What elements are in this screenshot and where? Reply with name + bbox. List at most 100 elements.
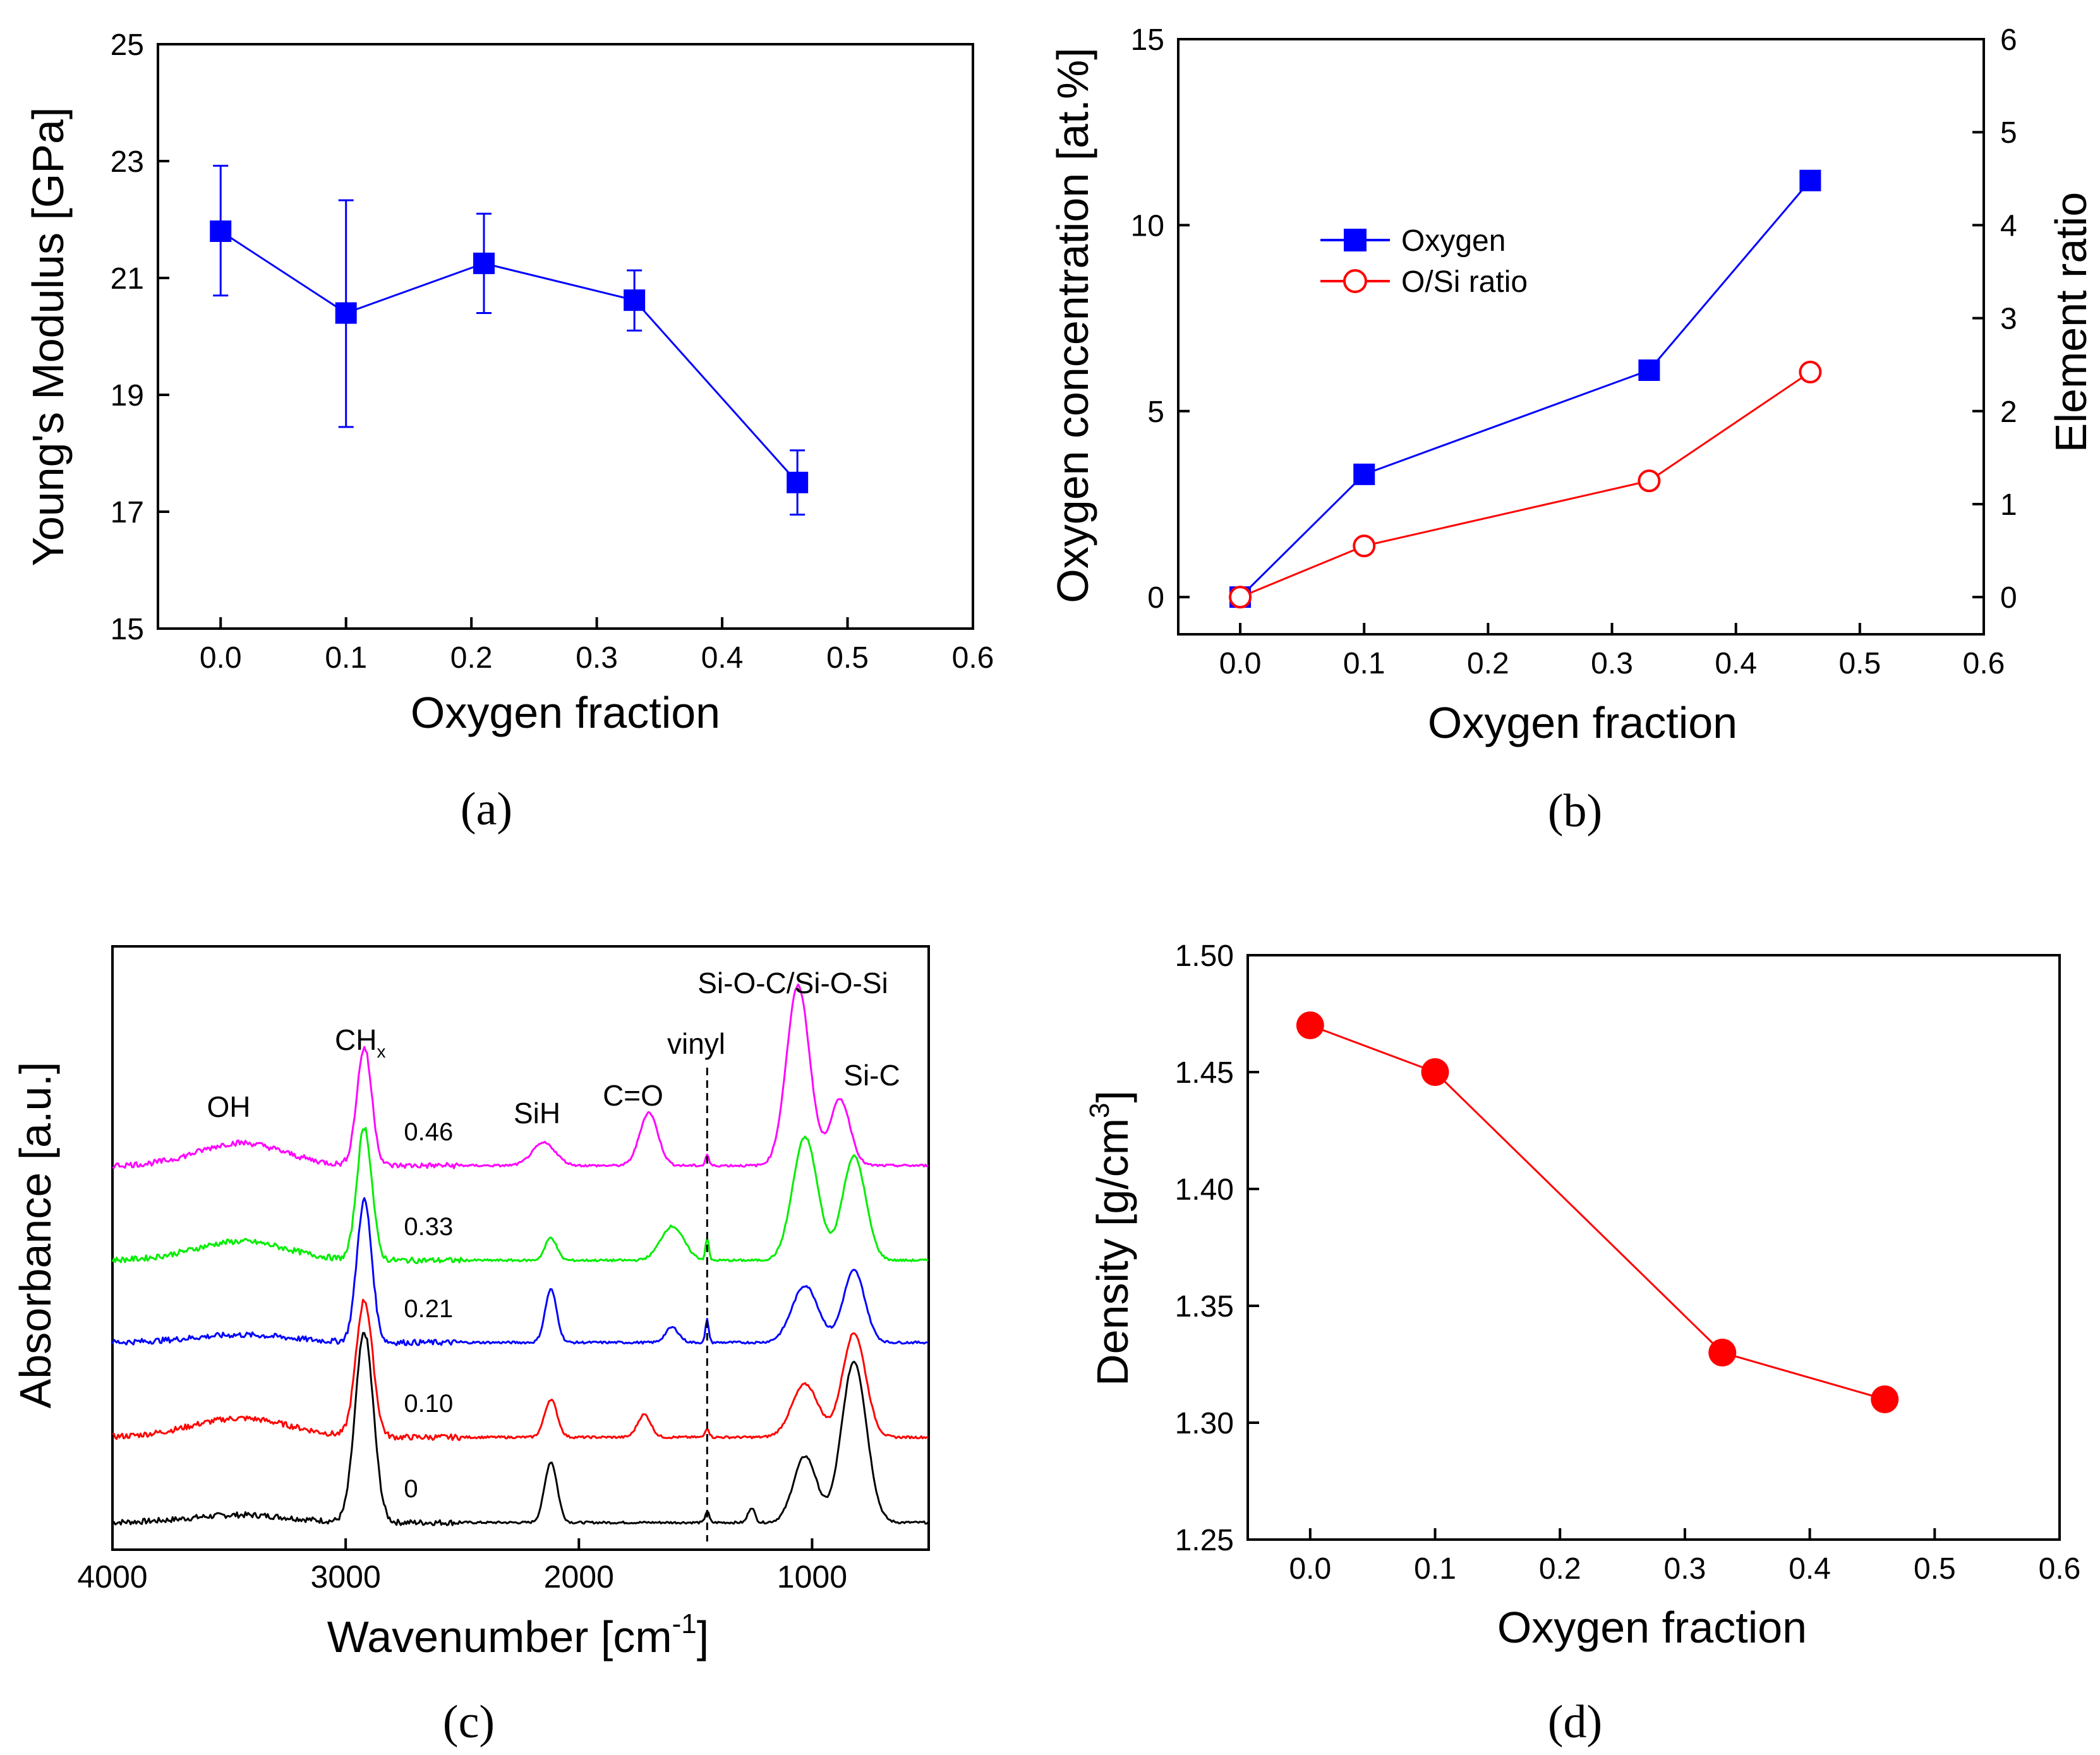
panel-b-ylabel: Oxygen concentration [at.%]	[1048, 47, 1097, 603]
density-point	[1708, 1339, 1737, 1366]
panel-a-xtick-label: 0.4	[701, 641, 744, 675]
panel-d-xtick-label: 0.3	[1664, 1552, 1706, 1586]
panel-d-xtick-label: 0.5	[1914, 1552, 1956, 1586]
panel-c-annotations: OH CHx SiH C=O vinyl Si-O-C/Si-O-Si Si-C	[207, 967, 900, 1130]
panel-a-frame	[157, 43, 974, 630]
panel-c-xlabel: Wavenumber [cm-1]	[327, 1608, 709, 1662]
panel-b-y2-ytick-label: 1	[2000, 488, 2017, 522]
panel-c: 4000 3000 2000 1000 0 0.10 0.21 0.33 0.46 OH CH…	[11, 945, 930, 1748]
panel-d-x-ticks: 0.0 0.1 0.2 0.3 0.4 0.5 0.6	[1289, 1528, 2080, 1586]
panel-b-y2-ytick-label: 4	[2000, 209, 2017, 243]
osi-point	[1799, 360, 1822, 383]
panel-b-xtick-label: 0.0	[1219, 647, 1262, 680]
panel-b-ytick-label: 15	[1131, 23, 1164, 57]
panel-b-legend: Oxygen O/Si ratio	[1320, 224, 1528, 299]
panel-c-spectra: 0 0.10 0.21 0.33 0.46	[111, 983, 929, 1541]
panel-a-ytick-label: 25	[111, 28, 144, 62]
panel-d-xtick-label: 0.2	[1539, 1552, 1581, 1586]
modulus-point	[335, 302, 357, 324]
panel-d-xtick-label: 0.6	[2039, 1552, 2081, 1586]
panel-b-ytick-label: 5	[1147, 395, 1164, 429]
legend-oxygen-label: Oxygen	[1401, 224, 1506, 258]
panel-a-ytick-label: 21	[111, 262, 144, 296]
peak-label-chx: CHx	[335, 1023, 385, 1061]
panel-b-y2-ticks: 0 1 2 3 4 5 6	[1972, 23, 2017, 615]
panel-d-series	[1296, 1011, 1899, 1413]
panel-b-series	[1229, 169, 1822, 609]
panel-d-ylabel: Density [g/cm3]	[1084, 1090, 1137, 1386]
panel-d-ytick-label: 1.45	[1175, 1056, 1234, 1090]
panel-a-xtick-label: 0.1	[325, 641, 367, 675]
panel-d-y-ticks: 1.25 1.30 1.35 1.40 1.45 1.50	[1175, 939, 1259, 1557]
panel-a-xtick-label: 0.5	[826, 641, 869, 675]
panel-b-xtick-label: 0.2	[1467, 647, 1509, 680]
peak-label-sic: Si-C	[843, 1059, 900, 1092]
panel-b-y2-ytick-label: 6	[2000, 23, 2017, 57]
panel-c-ylabel: Absorbance [a.u.]	[11, 1062, 60, 1409]
panel-c-xtick-label: 2000	[544, 1559, 614, 1595]
panel-b-y2-ytick-label: 0	[2000, 581, 2017, 615]
spectrum-label: 0.10	[404, 1390, 453, 1418]
osi-point	[1353, 534, 1376, 558]
panel-d-xtick-label: 0.0	[1289, 1552, 1331, 1586]
panel-a-ytick-label: 23	[111, 145, 144, 179]
panel-d-ytick-label: 1.35	[1175, 1290, 1234, 1324]
panel-a-ylabel: Young's Modulus [GPa]	[23, 107, 73, 567]
panel-a-ytick-label: 19	[111, 379, 144, 413]
peak-label-oh: OH	[207, 1090, 251, 1123]
panel-a-xtick-label: 0.3	[576, 641, 618, 675]
legend-osi-label: O/Si ratio	[1401, 265, 1528, 299]
panel-b-ytick-label: 0	[1147, 581, 1164, 615]
panel-c-caption: (c)	[443, 1696, 495, 1748]
legend-osi-marker	[1343, 269, 1367, 293]
spectrum-0.33	[111, 1126, 929, 1264]
panel-a-ytick-label: 15	[111, 613, 144, 646]
peak-label-co: C=O	[603, 1079, 663, 1112]
density-point	[1296, 1011, 1324, 1039]
modulus-line	[220, 230, 799, 483]
panel-a: 0.0 0.1 0.2 0.3 0.4 0.5 0.6 15 17 19 21 23 25 Oxyge…	[23, 28, 994, 835]
osi-point	[1229, 586, 1252, 609]
panel-d-ytick-label: 1.40	[1175, 1173, 1234, 1207]
panel-b: 0.0 0.1 0.2 0.3 0.4 0.5 0.6 0 5 10 15 0 1 2 3 4 5 6 Oxy…	[1048, 23, 2096, 837]
panel-d-xlabel: Oxygen fraction	[1497, 1603, 1807, 1652]
panel-b-xtick-label: 0.1	[1343, 647, 1385, 680]
panel-b-y2-ytick-label: 3	[2000, 303, 2017, 336]
panel-b-y2label: Element ratio	[2046, 192, 2096, 452]
panel-c-xtick-label: 3000	[311, 1559, 381, 1595]
spectrum-label: 0.33	[404, 1213, 453, 1241]
panel-b-x-ticks: 0.0 0.1 0.2 0.3 0.4 0.5 0.6	[1219, 623, 2005, 680]
oxygen-point	[1353, 463, 1375, 485]
panel-a-xlabel: Oxygen fraction	[411, 688, 720, 737]
panel-a-xtick-label: 0.0	[200, 641, 242, 675]
spectrum-label: 0.21	[404, 1295, 453, 1323]
panel-b-xtick-label: 0.3	[1591, 647, 1633, 680]
panel-a-ytick-label: 17	[111, 496, 144, 529]
panel-b-y-ticks: 0 5 10 15	[1131, 23, 1190, 615]
panel-b-xlabel: Oxygen fraction	[1428, 698, 1737, 747]
panel-b-frame	[1177, 38, 1985, 636]
osi-line	[1240, 371, 1811, 598]
panel-b-xtick-label: 0.5	[1838, 647, 1881, 680]
density-point	[1871, 1385, 1899, 1413]
spectrum-label: 0	[404, 1475, 418, 1503]
oxygen-line	[1240, 179, 1811, 598]
modulus-point	[473, 252, 495, 274]
panel-b-y2-ytick-label: 5	[2000, 116, 2017, 150]
oxygen-point	[1799, 169, 1821, 191]
modulus-point	[624, 289, 646, 311]
panel-a-x-ticks: 0.0 0.1 0.2 0.3 0.4 0.5 0.6	[200, 617, 994, 675]
panel-b-caption: (b)	[1548, 785, 1602, 837]
panel-d-xtick-label: 0.4	[1789, 1552, 1831, 1586]
panel-d-xtick-label: 0.1	[1414, 1552, 1456, 1586]
osi-point	[1638, 469, 1661, 493]
panel-d-ytick-label: 1.50	[1175, 939, 1234, 973]
spectrum-0.46	[112, 983, 929, 1169]
peak-label-siosi: Si-O-C/Si-O-Si	[697, 967, 888, 999]
spectrum-0	[112, 1332, 929, 1526]
panel-c-xtick-label: 4000	[77, 1559, 147, 1595]
spectrum-0.10	[112, 1298, 929, 1441]
density-line	[1310, 1024, 1885, 1401]
